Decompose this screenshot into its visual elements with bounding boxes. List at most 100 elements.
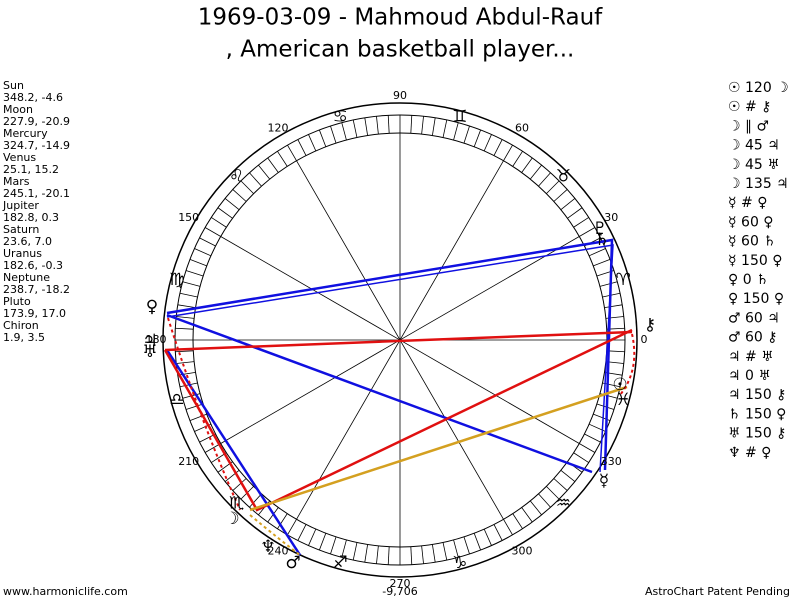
ring-tick — [512, 151, 523, 167]
ring-tick — [179, 292, 198, 298]
sign-glyph: ♑ — [452, 553, 467, 573]
aspect-entry: ☽ 45 ♃ — [728, 138, 780, 154]
ring-tick — [232, 189, 247, 202]
ring-tick — [529, 500, 542, 516]
ring-tick — [175, 327, 194, 330]
ring-tick — [546, 486, 560, 500]
ring-tick — [318, 533, 327, 551]
aspect-entry: ☿ 60 ♀ — [728, 214, 774, 230]
aspect-entry: ♂ 60 ⚷ — [728, 330, 778, 346]
sign-glyph: ♍ — [169, 270, 184, 290]
aspect-entry: ♅ 150 ⚷ — [728, 426, 786, 442]
ring-tick — [593, 258, 611, 267]
ring-tick — [297, 139, 307, 156]
aspect-line — [164, 330, 633, 352]
planet-position: 25.1, 15.2 — [3, 163, 59, 176]
degree-label: 150 — [178, 211, 199, 224]
ring-tick — [442, 119, 448, 138]
aspect-entry: ☉ # ⚷ — [728, 99, 771, 115]
ring-tick — [503, 144, 513, 161]
ring-tick — [189, 258, 207, 267]
ring-tick — [199, 237, 216, 247]
ring-tick — [267, 157, 279, 173]
sign-glyph: ♏ — [229, 493, 244, 513]
ring-tick — [493, 139, 503, 156]
ring-tick — [177, 371, 196, 376]
degree-label: 300 — [512, 544, 533, 557]
degree-label: 60 — [515, 122, 529, 135]
ring-tick — [211, 217, 227, 228]
sign-glyph: ♒ — [556, 493, 571, 513]
ring-tick — [224, 198, 240, 211]
ring-tick — [573, 452, 589, 463]
ring-tick — [538, 172, 551, 187]
ring-tick — [538, 493, 551, 508]
aspect-entry: ☽ ∥ ♂ — [728, 118, 769, 134]
degree-label: 210 — [178, 455, 199, 468]
ring-tick — [410, 546, 413, 565]
degree-label: 270 — [390, 577, 411, 590]
ring-tick — [364, 544, 369, 563]
planet-position: 23.6, 7.0 — [3, 235, 52, 248]
ring-tick — [185, 270, 204, 277]
ring-tick — [318, 129, 327, 147]
ring-tick — [176, 316, 195, 319]
ring-tick — [308, 528, 317, 546]
aspect-line — [163, 328, 633, 512]
ring-tick — [421, 545, 424, 564]
ring-tick — [297, 524, 307, 541]
ring-tick — [431, 117, 436, 136]
aspect-entry: ♄ 150 ♀ — [728, 406, 786, 422]
aspect-line — [249, 385, 628, 512]
aspect-entry: ☽ 135 ♃ — [728, 176, 789, 192]
ring-tick — [599, 281, 618, 287]
ring-tick — [579, 443, 596, 453]
ring-tick — [453, 539, 459, 558]
sign-glyph: ♈ — [616, 270, 631, 290]
planet-glyph: ♀ — [146, 297, 158, 317]
degree-label: 90 — [393, 89, 407, 102]
planet-glyph: ☉ — [612, 375, 627, 395]
planet-name: Chiron — [3, 319, 39, 332]
sign-glyph: ♊ — [452, 107, 467, 127]
planet-position: 182.8, 0.3 — [3, 211, 59, 224]
degree-label: 180 — [146, 333, 167, 346]
aspect-entry: ♀ 150 ♀ — [728, 291, 784, 307]
planet-name: Moon — [3, 103, 33, 116]
aspect-entry: ♃ 150 ⚷ — [728, 387, 786, 403]
planet-position: 182.6, -0.3 — [3, 259, 63, 272]
ring-tick — [463, 125, 470, 144]
aspect-entry: ☿ 150 ♀ — [728, 253, 782, 269]
ring-tick — [503, 519, 513, 536]
sign-glyph: ♐ — [333, 553, 348, 573]
ring-tick — [232, 478, 247, 491]
ring-tick — [483, 528, 492, 546]
degree-label: 120 — [268, 122, 289, 135]
planet-position: 227.9, -20.9 — [3, 115, 70, 128]
planet-glyph: ♇ — [592, 219, 607, 239]
footer-note: AstroChart Patent Pending — [645, 585, 790, 598]
ring-tick — [387, 115, 390, 134]
aspect-lines — [163, 238, 636, 556]
aspect-entry: ♂ 60 ♃ — [728, 310, 780, 326]
sign-glyph: ♉ — [556, 167, 571, 187]
sign-glyph: ♎ — [169, 390, 184, 410]
ring-tick — [249, 493, 262, 508]
sign-glyph: ♓ — [616, 390, 631, 410]
ring-tick — [546, 180, 560, 194]
aspect-entry: ☿ 60 ♄ — [728, 234, 776, 250]
planet-position: 324.7, -14.9 — [3, 139, 70, 152]
footer-value: -9,706 — [382, 585, 417, 598]
ring-tick — [483, 134, 492, 152]
planet-glyph: ♄ — [594, 230, 609, 250]
ring-tick — [177, 304, 196, 309]
aspect-entry: ♃ # ♅ — [728, 349, 774, 365]
ring-tick — [431, 544, 436, 563]
planet-name: Saturn — [3, 223, 39, 236]
ring-tick — [185, 403, 204, 410]
ring-tick — [553, 189, 568, 202]
ring-tick — [376, 116, 379, 135]
ring-tick — [341, 539, 347, 558]
ring-tick — [258, 164, 271, 180]
